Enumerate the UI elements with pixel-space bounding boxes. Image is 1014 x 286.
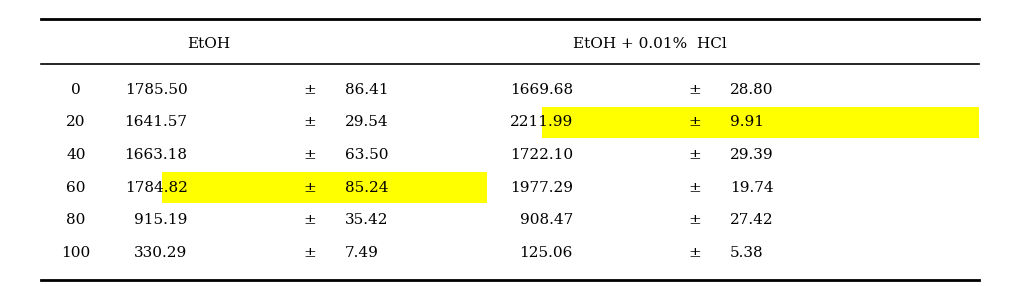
Text: 29.54: 29.54 <box>345 116 388 129</box>
Text: 2211.99: 2211.99 <box>510 116 573 129</box>
Text: 80: 80 <box>66 213 86 227</box>
Text: 908.47: 908.47 <box>519 213 573 227</box>
Text: 5.38: 5.38 <box>730 246 764 260</box>
Text: 1784.82: 1784.82 <box>125 181 188 194</box>
Bar <box>542 107 979 138</box>
Text: 40: 40 <box>66 148 86 162</box>
Text: 0: 0 <box>71 83 81 97</box>
Text: ±: ± <box>689 246 701 260</box>
Text: 1663.18: 1663.18 <box>125 148 188 162</box>
Text: 28.80: 28.80 <box>730 83 774 97</box>
Text: ±: ± <box>303 116 315 129</box>
Text: 915.19: 915.19 <box>134 213 188 227</box>
Text: 29.39: 29.39 <box>730 148 774 162</box>
Text: 1641.57: 1641.57 <box>125 116 188 129</box>
Text: 330.29: 330.29 <box>134 246 188 260</box>
Text: 85.24: 85.24 <box>345 181 388 194</box>
Text: ±: ± <box>303 83 315 97</box>
Text: 100: 100 <box>62 246 90 260</box>
Text: EtOH + 0.01%  HCl: EtOH + 0.01% HCl <box>573 37 727 51</box>
Text: ±: ± <box>303 246 315 260</box>
Text: ±: ± <box>303 181 315 194</box>
Text: 86.41: 86.41 <box>345 83 388 97</box>
Text: 9.91: 9.91 <box>730 116 765 129</box>
Text: ±: ± <box>303 213 315 227</box>
Text: 1977.29: 1977.29 <box>510 181 573 194</box>
Text: ±: ± <box>689 83 701 97</box>
Text: 20: 20 <box>66 116 86 129</box>
Text: 1785.50: 1785.50 <box>125 83 188 97</box>
Text: ±: ± <box>689 116 701 129</box>
Text: 60: 60 <box>66 181 86 194</box>
Text: 1669.68: 1669.68 <box>510 83 573 97</box>
Text: 7.49: 7.49 <box>345 246 378 260</box>
Text: ±: ± <box>303 148 315 162</box>
Text: 63.50: 63.50 <box>345 148 388 162</box>
Text: 1722.10: 1722.10 <box>510 148 573 162</box>
Text: ±: ± <box>689 181 701 194</box>
Text: ±: ± <box>689 148 701 162</box>
Text: 19.74: 19.74 <box>730 181 774 194</box>
Text: 35.42: 35.42 <box>345 213 388 227</box>
Text: ±: ± <box>689 213 701 227</box>
Bar <box>162 172 487 203</box>
Text: 125.06: 125.06 <box>519 246 573 260</box>
Text: 27.42: 27.42 <box>730 213 774 227</box>
Text: EtOH: EtOH <box>188 37 231 51</box>
